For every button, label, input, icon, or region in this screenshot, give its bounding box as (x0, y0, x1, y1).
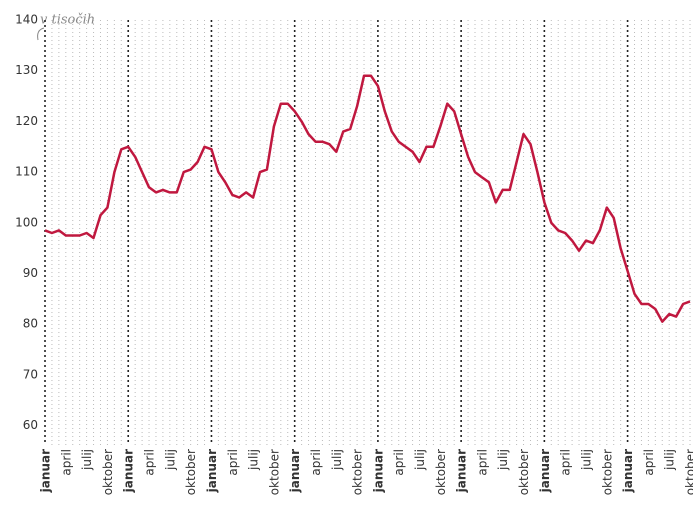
x-tick-label: oktober (684, 449, 693, 495)
x-tick-label: januar (371, 449, 385, 493)
x-tick-label: julij (579, 449, 593, 471)
y-tick-label: 110 (15, 165, 38, 179)
x-tick-label: julij (496, 449, 510, 471)
x-tick-label: januar (455, 449, 469, 493)
x-tick-label: januar (205, 449, 219, 493)
x-tick-label: julij (247, 449, 261, 471)
x-tick-label: julij (80, 449, 94, 471)
x-tick-label: april (392, 449, 406, 476)
x-tick-label: januar (39, 449, 53, 493)
y-tick-label: 80 (23, 317, 38, 331)
x-tick-label: april (559, 449, 573, 476)
y-tick-label: 70 (23, 367, 38, 381)
x-tick-label: april (475, 449, 489, 476)
y-tick-label: 60 (23, 418, 38, 432)
x-tick-label: april (143, 449, 157, 476)
x-tick-label: januar (288, 449, 302, 493)
y-tick-label: 90 (23, 266, 38, 280)
y-tick-label: 120 (15, 114, 38, 128)
x-tick-label: januar (122, 449, 136, 493)
x-tick-label: julij (413, 449, 427, 471)
x-tick-label: oktober (184, 449, 198, 495)
x-tick-label: oktober (600, 449, 614, 495)
x-tick-label: oktober (517, 449, 531, 495)
unit-annotation: v tisočih (40, 13, 95, 28)
x-tick-label: april (309, 449, 323, 476)
y-tick-label: 140 (15, 13, 38, 27)
x-tick-label: april (59, 449, 73, 476)
x-tick-label: januar (621, 449, 635, 493)
x-tick-label: julij (663, 449, 677, 471)
x-tick-label: april (226, 449, 240, 476)
x-tick-label: oktober (351, 449, 365, 495)
x-tick-label: april (642, 449, 656, 476)
x-tick-label: julij (163, 449, 177, 471)
x-tick-label: oktober (101, 449, 115, 495)
x-tick-label: oktober (267, 449, 281, 495)
annotation-arrow (37, 27, 45, 41)
data-line (44, 74, 691, 323)
y-tick-label: 100 (15, 215, 38, 229)
x-tick-label: julij (330, 449, 344, 471)
x-tick-label: januar (538, 449, 552, 493)
x-tick-label: oktober (434, 449, 448, 495)
y-tick-label: 130 (15, 63, 38, 77)
